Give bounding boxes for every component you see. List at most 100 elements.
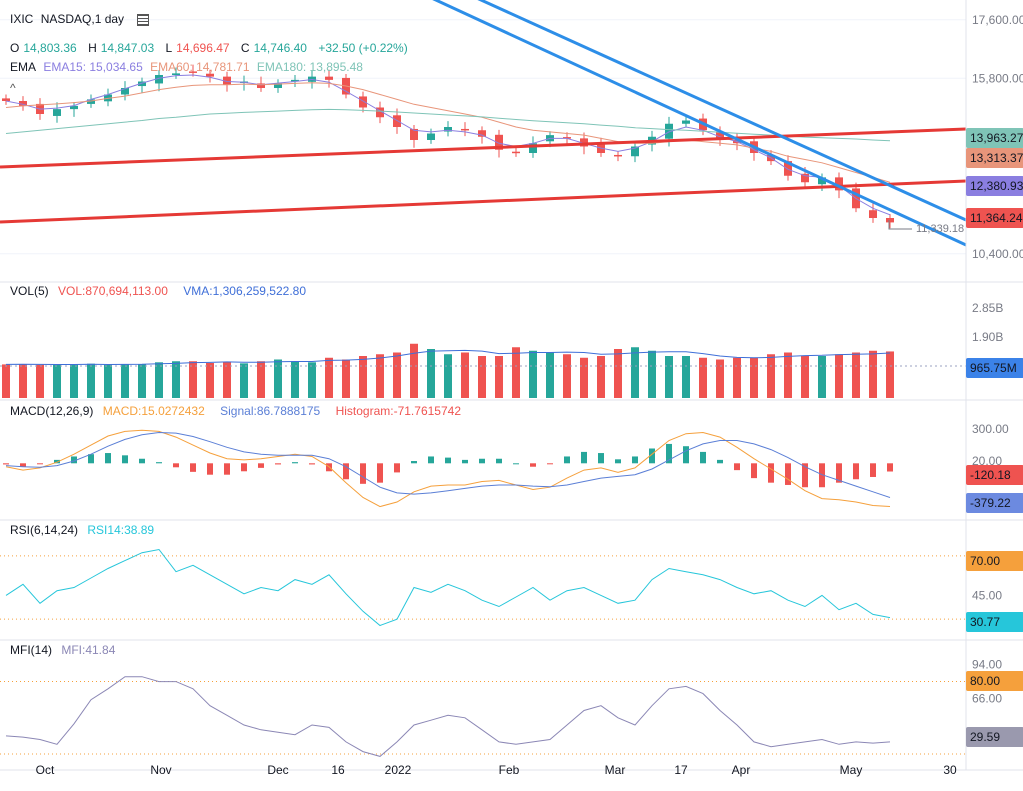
vma-line[interactable] [5,349,891,366]
rsi-tag-value[interactable]: 30.77 [970,615,1000,629]
histogram-bar[interactable] [343,463,349,480]
macd-tag-histogram-bg[interactable] [966,465,1023,485]
histogram-bar[interactable] [700,451,706,464]
candle[interactable] [359,91,367,113]
trend-line-red-upper[interactable] [0,127,967,169]
volume-bar[interactable] [767,354,775,398]
mfi-tag-overbought-bg[interactable] [966,671,1023,691]
volume-bar[interactable] [852,352,860,399]
price-tag-1[interactable]: 13,313.37 [970,151,1023,165]
volume-bar[interactable] [682,356,690,398]
histogram-bar[interactable] [360,463,366,484]
candle[interactable] [869,203,877,223]
volume-bar[interactable] [223,361,231,398]
volume-bar[interactable] [733,357,741,398]
macd-line[interactable] [5,429,891,508]
volume-bar[interactable] [512,347,520,398]
candle[interactable] [53,102,61,123]
histogram-bar[interactable] [683,446,689,464]
histogram-bar[interactable] [819,463,825,488]
volume-bar[interactable] [478,356,486,398]
price-tag-0-bg[interactable] [966,128,1023,148]
volume-bar[interactable] [427,349,435,398]
volume-bar[interactable] [325,357,333,398]
histogram-bar[interactable] [632,456,638,464]
volume-bar[interactable] [699,357,707,398]
volume-bar[interactable] [393,352,401,399]
histogram-bar[interactable] [785,463,791,485]
volume-bar[interactable] [53,364,61,398]
candle[interactable] [121,81,129,101]
histogram-bar[interactable] [122,455,128,464]
candle[interactable] [274,79,282,93]
volume-tag[interactable]: 965.75M [970,361,1017,375]
histogram-bar[interactable] [377,463,383,483]
candle[interactable] [597,137,605,157]
candle[interactable] [138,77,146,93]
histogram-bar[interactable] [479,458,485,464]
candle[interactable] [2,94,10,105]
candle[interactable] [682,116,690,128]
histogram-bar[interactable] [139,458,145,464]
rsi-label[interactable]: RSI(6,14,24) [10,523,79,537]
histogram-bar[interactable] [887,463,893,472]
histogram-bar[interactable] [581,451,587,464]
volume-bar[interactable] [886,351,894,398]
histogram-bar[interactable] [751,463,757,479]
histogram-bar[interactable] [513,463,519,465]
histogram-bar[interactable] [564,456,570,464]
volume-bar[interactable] [342,359,350,399]
volume-bar[interactable] [444,354,452,398]
volume-bar[interactable] [308,362,316,398]
histogram-bar[interactable] [853,463,859,480]
symbol-name[interactable]: IXIC [10,12,34,26]
time-axis[interactable]: Oct Nov Dec 16 2022 Feb Mar 17 Apr May 30 [36,763,957,777]
candle[interactable] [614,151,622,162]
ema-label[interactable]: EMA [10,60,37,74]
histogram-bar[interactable] [836,463,842,483]
volume-bar[interactable] [495,356,503,398]
volume-bar[interactable] [121,364,129,398]
mfi-tag-value[interactable]: 29.59 [970,730,1000,744]
histogram-bar[interactable] [462,459,468,464]
histogram-bar[interactable] [292,462,298,464]
volume-bar[interactable] [36,364,44,398]
volume-tag-bg[interactable] [966,358,1023,378]
candle[interactable] [427,128,435,144]
volume-bar[interactable] [529,350,537,398]
volume-bar[interactable] [376,354,384,398]
trend-line-red-lower[interactable] [0,179,967,224]
candle[interactable] [257,76,265,92]
volume-bar[interactable] [716,359,724,399]
volume-bar[interactable] [563,354,571,398]
volume-bar[interactable] [359,356,367,398]
histogram-bar[interactable] [37,463,43,465]
candle[interactable] [444,121,452,137]
volume-bar[interactable] [87,363,95,398]
price-axis[interactable]: 17,600.00 15,800.00 10,400.00 13,963.27 13,3… [965,0,1023,770]
volume-bar[interactable] [189,361,197,398]
histogram-bar[interactable] [173,463,179,468]
histogram-bar[interactable] [54,459,60,464]
volume-bar[interactable] [648,350,656,398]
price-tag-2[interactable]: 12,380.93 [970,179,1023,193]
candle[interactable] [206,69,214,83]
trend-line-blue-lower[interactable] [425,0,967,247]
rsi-tag-overbought-bg[interactable] [966,551,1023,571]
histogram-bar[interactable] [802,463,808,488]
candle[interactable] [410,125,418,148]
volume-bar[interactable] [274,359,282,399]
price-tag-1-bg[interactable] [966,148,1023,168]
candle[interactable] [631,141,639,163]
trend-line-blue-upper[interactable] [470,0,967,222]
histogram-bar[interactable] [411,461,417,464]
histogram-bar[interactable] [71,456,77,464]
volume-bar[interactable] [70,364,78,398]
histogram-bar[interactable] [649,448,655,464]
candle[interactable] [104,88,112,107]
collapse-icon[interactable]: ^ [10,81,16,95]
price-tag-0[interactable]: 13,963.27 [970,131,1023,145]
macd-tag-signal-bg[interactable] [966,493,1023,513]
histogram-bar[interactable] [3,463,9,465]
volume-bar[interactable] [546,352,554,399]
